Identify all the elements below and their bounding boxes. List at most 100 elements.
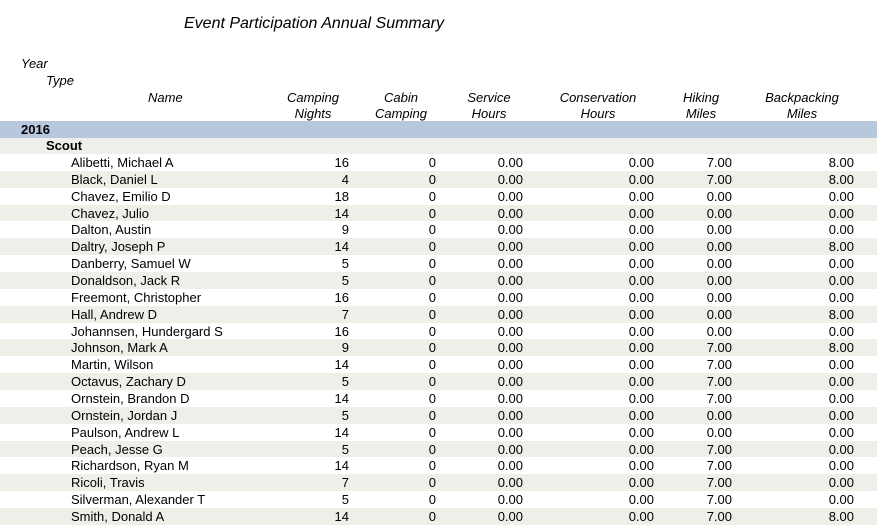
camping-nights-cell: 16 (334, 155, 349, 170)
backpacking-miles-cell: 0.00 (828, 222, 854, 238)
participant-name: Ornstein, Brandon D (71, 391, 190, 407)
camping-nights-cell: 14 (334, 391, 349, 407)
backpacking-miles-cell: 0.00 (828, 458, 854, 474)
participant-name: Octavus, Zachary D (71, 374, 186, 390)
camping-nights-cell: 5 (341, 256, 349, 272)
service-hours-cell: 0.00 (497, 407, 523, 423)
conservation-hours-cell: 0.00 (628, 205, 654, 221)
conservation-hours-cell: 0.00 (628, 289, 654, 305)
conservation-hours-cell: 0.00 (628, 188, 654, 204)
cabin-camping-cell: 0 (428, 306, 436, 322)
conservation-hours-cell: 0.00 (628, 509, 654, 525)
hiking-miles-cell: 7.00 (706, 391, 732, 407)
hiking-miles-cell: 7.00 (706, 492, 732, 508)
conservation-hours-cell: 0.00 (628, 306, 654, 322)
service-hours-cell: 0.00 (497, 256, 523, 272)
backpacking-miles-cell: 0.00 (828, 441, 854, 457)
service-hours-cell: 0.00 (497, 374, 523, 390)
service-hours-cell: 0.00 (497, 509, 523, 525)
backpacking-miles-cell: 0.00 (828, 492, 854, 508)
table-row: Ornstein, Brandon D 14 0 0.00 0.00 7.00 0.00 (0, 390, 877, 407)
camping-nights-cell: 5 (341, 374, 349, 390)
participant-name: Donaldson, Jack R (71, 273, 181, 289)
header-camping-nights-line1: Camping (286, 90, 340, 105)
table-row: Octavus, Zachary D 5 0 0.00 0.00 7.00 0.00 (0, 373, 877, 391)
camping-nights-cell: 14 (334, 239, 349, 255)
hiking-miles-cell: 0.00 (706, 306, 732, 322)
table-row: Smith, Donald A 14 0 0.00 0.00 7.00 8.00 (0, 508, 877, 525)
conservation-hours-cell: 0.00 (628, 374, 654, 390)
conservation-hours-cell: 0.00 (628, 323, 654, 339)
participant-name: Johnson, Mark A (71, 340, 168, 356)
conservation-hours-cell: 0.00 (628, 340, 654, 356)
cabin-camping-cell: 0 (428, 357, 436, 373)
cabin-camping-cell: 0 (428, 273, 436, 289)
camping-nights-cell: 9 (341, 222, 349, 238)
conservation-hours-cell: 0.00 (628, 222, 654, 238)
conservation-hours-cell: 0.00 (628, 171, 654, 187)
hiking-miles-cell: 7.00 (706, 509, 732, 525)
service-hours-cell: 0.00 (497, 424, 523, 440)
table-row: Daltry, Joseph P 14 0 0.00 0.00 0.00 8.00 (0, 238, 877, 256)
camping-nights-cell: 9 (341, 340, 349, 356)
header-backpacking-miles-line2: Miles (786, 106, 818, 121)
camping-nights-cell: 5 (341, 273, 349, 289)
participant-name: Black, Daniel L (71, 171, 158, 187)
participant-name: Chavez, Emilio D (71, 188, 171, 204)
cabin-camping-cell: 0 (428, 475, 436, 491)
service-hours-cell: 0.00 (497, 492, 523, 508)
camping-nights-cell: 7 (341, 306, 349, 322)
conservation-hours-cell: 0.00 (628, 239, 654, 255)
table-row: Donaldson, Jack R 5 0 0.00 0.00 0.00 0.00 (0, 272, 877, 289)
camping-nights-cell: 16 (334, 323, 349, 339)
table-row: Paulson, Andrew L 14 0 0.00 0.00 0.00 0.00 (0, 424, 877, 441)
header-backpacking-miles: Backpacking Miles (752, 90, 852, 122)
participant-name: Richardson, Ryan M (71, 458, 189, 474)
backpacking-miles-cell: 8.00 (828, 306, 854, 322)
cabin-camping-cell: 0 (428, 222, 436, 238)
backpacking-miles-cell: 0.00 (828, 273, 854, 289)
backpacking-miles-cell: 0.00 (828, 374, 854, 390)
header-hiking-miles: Hiking Miles (669, 90, 733, 122)
table-row: Ricoli, Travis 7 0 0.00 0.00 7.00 0.00 (0, 474, 877, 492)
table-row: Freemont, Christopher 16 0 0.00 0.00 0.00 0.00 (0, 289, 877, 306)
service-hours-cell: 0.00 (497, 205, 523, 221)
participant-name: Chavez, Julio (71, 205, 150, 221)
table-row: Martin, Wilson 14 0 0.00 0.00 7.00 0.00 (0, 356, 877, 373)
header-cabin-camping: Cabin Camping (364, 90, 438, 122)
cabin-camping-cell: 0 (428, 323, 436, 339)
backpacking-miles-cell: 0.00 (828, 256, 854, 272)
conservation-hours-cell: 0.00 (628, 155, 654, 170)
conservation-hours-cell: 0.00 (628, 441, 654, 457)
camping-nights-cell: 5 (341, 407, 349, 423)
header-service-hours: Service Hours (452, 90, 526, 122)
service-hours-cell: 0.00 (497, 340, 523, 356)
cabin-camping-cell: 0 (428, 424, 436, 440)
table-row: Johnson, Mark A 9 0 0.00 0.00 7.00 8.00 (0, 339, 877, 357)
service-hours-cell: 0.00 (497, 323, 523, 339)
cabin-camping-cell: 0 (428, 509, 436, 525)
header-backpacking-miles-line1: Backpacking (765, 90, 839, 105)
service-hours-cell: 0.00 (497, 357, 523, 373)
hiking-miles-cell: 7.00 (706, 374, 732, 390)
participant-name: Ornstein, Jordan J (71, 407, 178, 423)
header-conservation-hours: Conservation Hours (546, 90, 650, 122)
participant-name: Alibetti, Michael A (71, 155, 174, 170)
participant-name: Smith, Donald A (71, 509, 165, 525)
table-row: Alibetti, Michael A 16 0 0.00 0.00 7.00 8.00 (0, 154, 877, 171)
hiking-miles-cell: 7.00 (706, 458, 732, 474)
hiking-miles-cell: 0.00 (706, 188, 732, 204)
camping-nights-cell: 4 (341, 171, 349, 187)
service-hours-cell: 0.00 (497, 273, 523, 289)
service-hours-cell: 0.00 (497, 289, 523, 305)
cabin-camping-cell: 0 (428, 407, 436, 423)
backpacking-miles-cell: 0.00 (828, 289, 854, 305)
header-camping-nights-line2: Nights (294, 106, 332, 121)
cabin-camping-cell: 0 (428, 256, 436, 272)
cabin-camping-cell: 0 (428, 340, 436, 356)
conservation-hours-cell: 0.00 (628, 391, 654, 407)
group-type-label: Scout (46, 138, 83, 153)
hiking-miles-cell: 0.00 (706, 323, 732, 339)
camping-nights-cell: 14 (334, 458, 349, 474)
backpacking-miles-cell: 0.00 (828, 391, 854, 407)
